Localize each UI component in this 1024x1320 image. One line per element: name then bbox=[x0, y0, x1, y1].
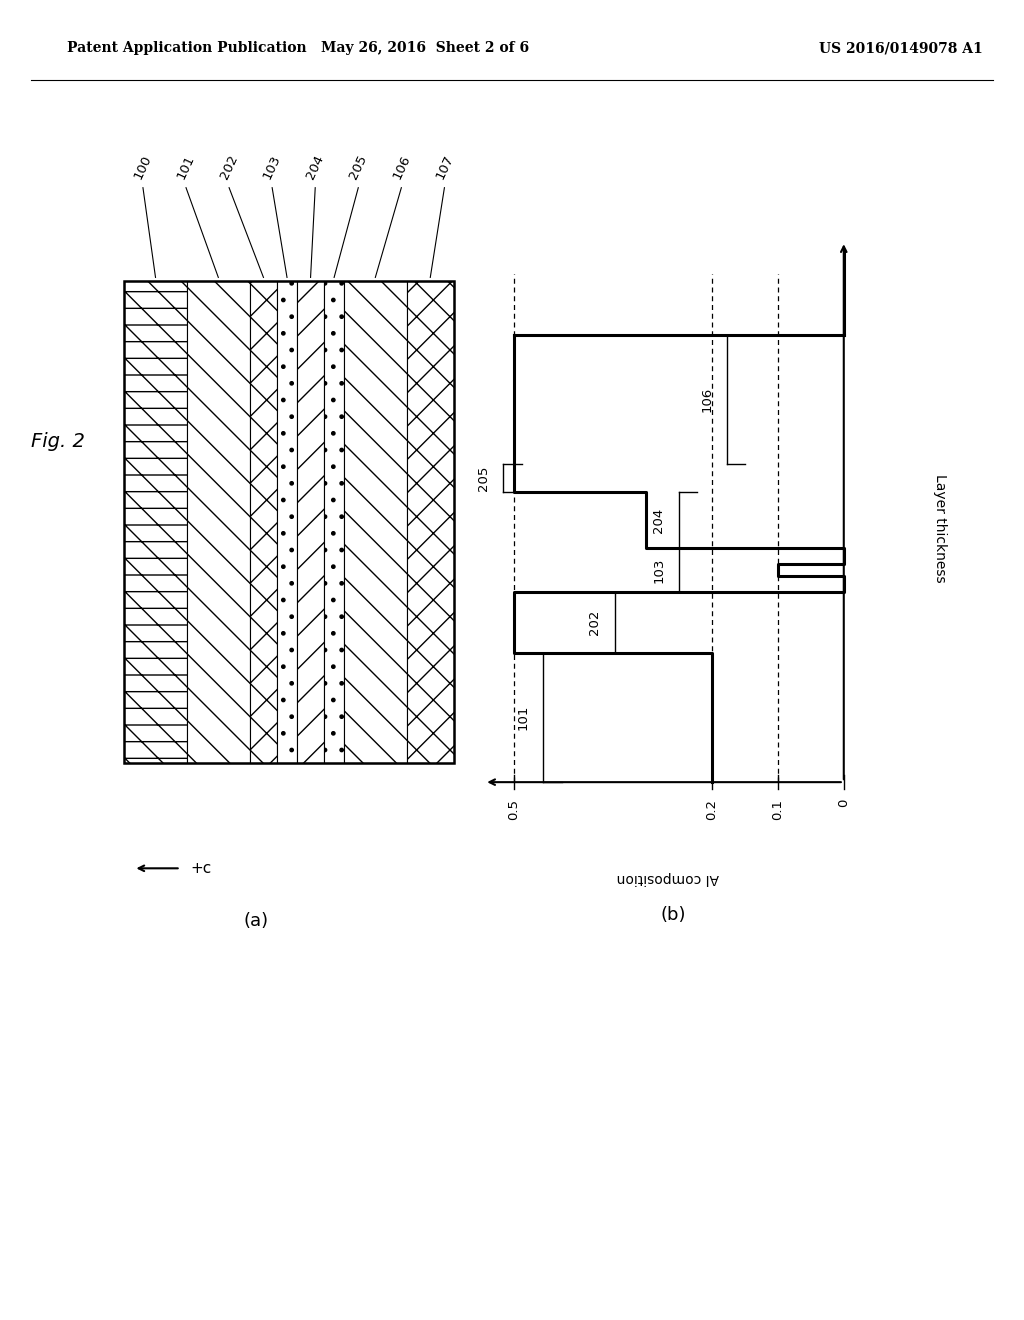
Text: Al composition: Al composition bbox=[616, 871, 719, 884]
Text: 103: 103 bbox=[652, 557, 666, 582]
Bar bbox=[124, 281, 187, 763]
Text: 204: 204 bbox=[652, 508, 666, 533]
Text: 0.5: 0.5 bbox=[507, 799, 520, 820]
Bar bbox=[407, 281, 454, 763]
Bar bbox=[278, 281, 297, 763]
Text: 101: 101 bbox=[175, 153, 198, 182]
Text: 202: 202 bbox=[218, 153, 241, 182]
Text: 106: 106 bbox=[390, 153, 413, 182]
Text: 205: 205 bbox=[477, 466, 489, 491]
Bar bbox=[344, 281, 407, 763]
Text: 202: 202 bbox=[589, 610, 601, 635]
Text: 204: 204 bbox=[304, 153, 327, 182]
Text: +c: +c bbox=[190, 861, 211, 875]
Text: 0: 0 bbox=[838, 799, 850, 807]
Bar bbox=[124, 281, 454, 763]
Text: 107: 107 bbox=[433, 153, 456, 182]
Text: US 2016/0149078 A1: US 2016/0149078 A1 bbox=[819, 41, 983, 55]
Text: Layer thickness: Layer thickness bbox=[933, 474, 946, 582]
Text: 106: 106 bbox=[700, 387, 714, 412]
Text: 101: 101 bbox=[517, 705, 529, 730]
Bar bbox=[250, 281, 278, 763]
Bar bbox=[187, 281, 250, 763]
Text: 0.1: 0.1 bbox=[771, 799, 784, 820]
Text: Fig. 2: Fig. 2 bbox=[31, 432, 85, 451]
Text: 100: 100 bbox=[132, 153, 155, 182]
Text: (a): (a) bbox=[244, 912, 268, 929]
Text: May 26, 2016  Sheet 2 of 6: May 26, 2016 Sheet 2 of 6 bbox=[321, 41, 529, 55]
Bar bbox=[297, 281, 325, 763]
Text: 103: 103 bbox=[261, 153, 284, 182]
Text: Patent Application Publication: Patent Application Publication bbox=[67, 41, 306, 55]
Text: 0.2: 0.2 bbox=[706, 799, 718, 820]
Text: (b): (b) bbox=[660, 907, 686, 924]
Bar bbox=[325, 281, 344, 763]
Text: 205: 205 bbox=[347, 153, 370, 182]
